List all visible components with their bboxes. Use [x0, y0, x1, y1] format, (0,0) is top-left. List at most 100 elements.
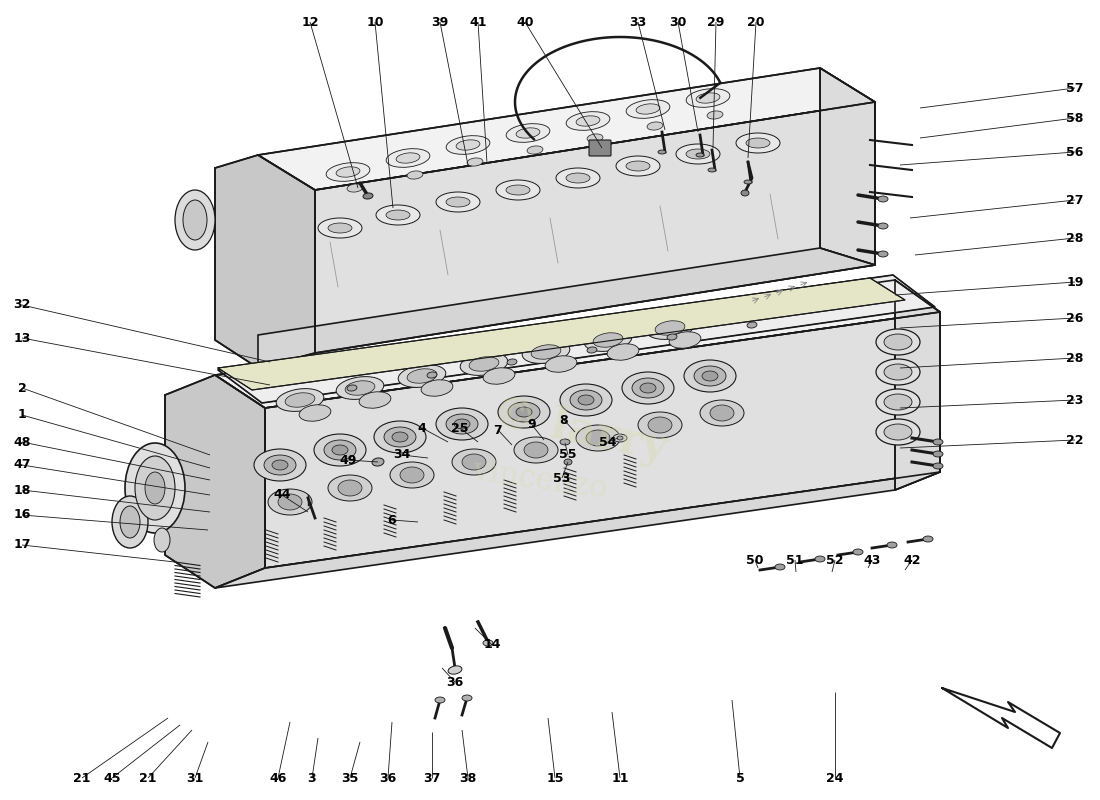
Text: 21: 21	[140, 771, 156, 785]
Ellipse shape	[506, 185, 530, 195]
Ellipse shape	[923, 536, 933, 542]
Polygon shape	[942, 688, 1060, 748]
Ellipse shape	[460, 353, 508, 375]
Text: 37: 37	[424, 771, 441, 785]
Ellipse shape	[640, 383, 656, 393]
Ellipse shape	[578, 395, 594, 405]
Ellipse shape	[337, 377, 384, 399]
Text: 5: 5	[736, 771, 745, 785]
Ellipse shape	[376, 205, 420, 225]
Text: 32: 32	[13, 298, 31, 311]
Ellipse shape	[427, 372, 437, 378]
Ellipse shape	[125, 443, 185, 533]
Text: 42: 42	[903, 554, 921, 566]
Ellipse shape	[933, 463, 943, 469]
Ellipse shape	[175, 190, 214, 250]
Ellipse shape	[400, 467, 424, 483]
Text: 56: 56	[1066, 146, 1083, 158]
Ellipse shape	[647, 122, 663, 130]
Text: vincenzo: vincenzo	[471, 455, 609, 505]
Ellipse shape	[560, 439, 570, 445]
Polygon shape	[258, 68, 875, 190]
Ellipse shape	[564, 459, 572, 465]
Polygon shape	[218, 275, 935, 403]
Ellipse shape	[570, 390, 602, 410]
Ellipse shape	[617, 436, 623, 440]
Ellipse shape	[516, 128, 540, 138]
Ellipse shape	[299, 405, 331, 422]
Text: 1: 1	[18, 409, 26, 422]
Text: 21: 21	[74, 771, 90, 785]
Text: 33: 33	[629, 15, 647, 29]
Text: 28: 28	[1066, 231, 1083, 245]
Ellipse shape	[345, 381, 375, 395]
Text: 36: 36	[447, 675, 463, 689]
Ellipse shape	[531, 345, 561, 359]
Ellipse shape	[560, 384, 612, 416]
Text: 30: 30	[669, 15, 686, 29]
Ellipse shape	[507, 359, 517, 365]
Ellipse shape	[593, 333, 623, 347]
Ellipse shape	[183, 200, 207, 240]
Polygon shape	[315, 102, 874, 353]
Ellipse shape	[613, 434, 627, 442]
Ellipse shape	[483, 640, 493, 646]
Ellipse shape	[338, 480, 362, 496]
Text: 26: 26	[1066, 311, 1083, 325]
Ellipse shape	[878, 251, 888, 257]
Ellipse shape	[566, 112, 609, 130]
Text: 24: 24	[826, 771, 844, 785]
Text: 2: 2	[18, 382, 26, 394]
Ellipse shape	[112, 496, 148, 548]
Text: 7: 7	[494, 423, 503, 437]
Polygon shape	[218, 278, 905, 390]
Ellipse shape	[363, 193, 373, 199]
Ellipse shape	[527, 146, 543, 154]
Text: 12: 12	[301, 15, 319, 29]
Ellipse shape	[498, 396, 550, 428]
Ellipse shape	[686, 149, 710, 159]
Text: 17: 17	[13, 538, 31, 551]
Ellipse shape	[584, 329, 631, 351]
Ellipse shape	[254, 449, 306, 481]
Ellipse shape	[667, 334, 676, 340]
Ellipse shape	[566, 173, 590, 183]
Ellipse shape	[648, 417, 672, 433]
Ellipse shape	[386, 149, 430, 167]
Polygon shape	[214, 155, 315, 368]
Text: 49: 49	[339, 454, 356, 466]
Text: 18: 18	[13, 483, 31, 497]
Ellipse shape	[933, 439, 943, 445]
Ellipse shape	[396, 153, 420, 163]
Polygon shape	[165, 375, 265, 588]
Ellipse shape	[587, 347, 597, 353]
Text: 31: 31	[186, 771, 204, 785]
Ellipse shape	[676, 144, 720, 164]
Ellipse shape	[736, 133, 780, 153]
Ellipse shape	[708, 168, 716, 172]
Text: 58: 58	[1066, 111, 1083, 125]
Ellipse shape	[884, 364, 912, 380]
Ellipse shape	[684, 360, 736, 392]
Ellipse shape	[747, 322, 757, 328]
Text: 11: 11	[612, 771, 629, 785]
Ellipse shape	[421, 380, 453, 396]
Text: 16: 16	[13, 509, 31, 522]
Ellipse shape	[285, 393, 315, 407]
Text: 29: 29	[707, 15, 725, 29]
Text: 51: 51	[786, 554, 804, 566]
Ellipse shape	[702, 371, 718, 381]
Text: 14: 14	[483, 638, 500, 651]
Ellipse shape	[576, 116, 600, 126]
Ellipse shape	[337, 167, 360, 177]
Ellipse shape	[324, 440, 356, 460]
Ellipse shape	[454, 419, 470, 429]
Ellipse shape	[884, 424, 912, 440]
Ellipse shape	[469, 357, 499, 371]
Ellipse shape	[434, 697, 446, 703]
Ellipse shape	[264, 455, 296, 475]
Ellipse shape	[887, 542, 896, 548]
Ellipse shape	[876, 389, 920, 415]
Text: 46: 46	[270, 771, 287, 785]
Ellipse shape	[374, 421, 426, 453]
